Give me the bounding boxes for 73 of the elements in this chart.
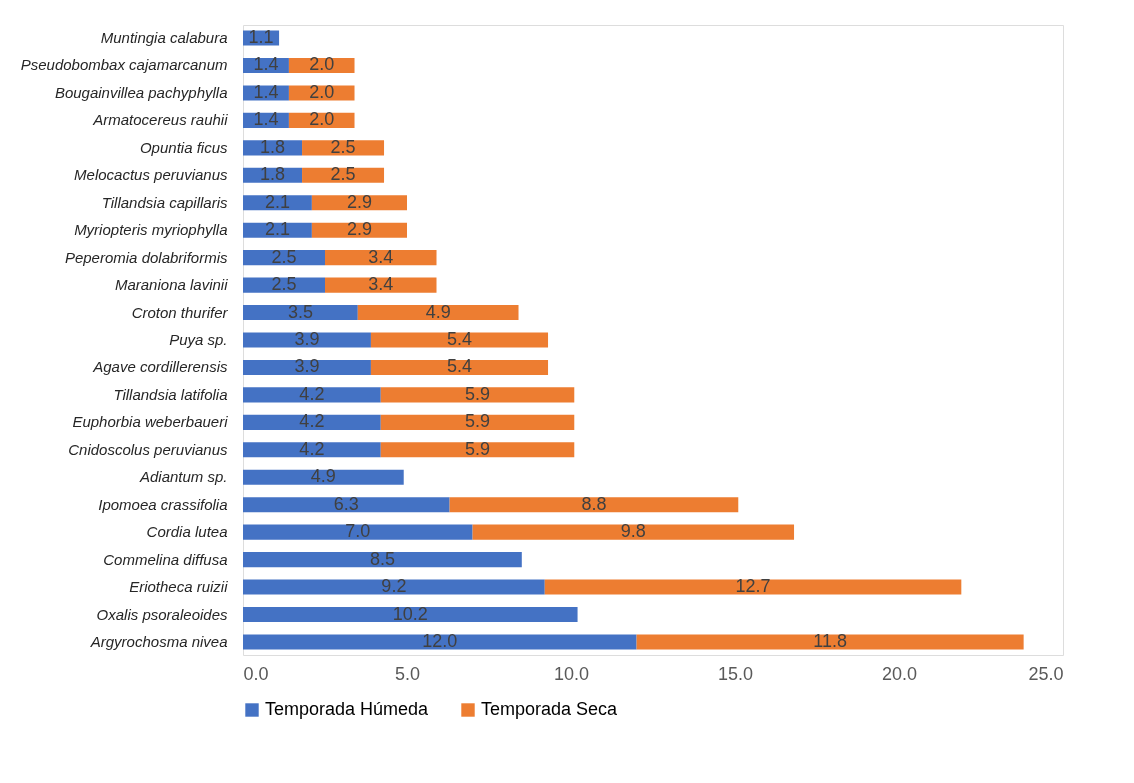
data-label: 4.9 bbox=[425, 301, 451, 322]
x-tick-label: 20.0 bbox=[881, 663, 918, 684]
y-tick-label: Agave cordillerensis bbox=[92, 358, 228, 376]
data-label: 1.1 bbox=[248, 27, 274, 48]
y-tick-label: Myriopteris myriophylla bbox=[74, 221, 228, 239]
x-tick-label: 5.0 bbox=[394, 663, 421, 684]
data-label: 2.5 bbox=[271, 274, 297, 295]
data-label: 1.4 bbox=[253, 81, 279, 102]
y-tick-label: Ipomoea crassifolia bbox=[98, 495, 228, 513]
data-label: 3.4 bbox=[368, 274, 394, 295]
y-tick-label: Armatocereus rauhii bbox=[92, 111, 229, 129]
data-label: 8.5 bbox=[369, 548, 395, 569]
data-label: 2.5 bbox=[330, 136, 356, 157]
legend-label: Temporada Seca bbox=[481, 699, 619, 719]
data-label: 10.2 bbox=[392, 603, 428, 624]
data-label: 1.8 bbox=[260, 136, 286, 157]
data-label: 5.9 bbox=[465, 438, 491, 459]
data-label: 8.8 bbox=[581, 493, 607, 514]
data-label: 4.2 bbox=[299, 411, 325, 432]
data-label: 3.4 bbox=[368, 246, 394, 267]
y-tick-label: Cnidoscolus peruvianus bbox=[68, 440, 228, 458]
y-tick-label: Euphorbia weberbaueri bbox=[72, 413, 229, 431]
y-tick-label: Opuntia ficus bbox=[139, 138, 228, 156]
legend-label: Temporada Húmeda bbox=[265, 699, 430, 719]
y-tick-label: Croton thurifer bbox=[131, 303, 229, 321]
x-tick-label: 15.0 bbox=[717, 663, 754, 684]
y-tick-label: Tillandsia capillaris bbox=[101, 193, 228, 211]
data-label: 5.9 bbox=[465, 411, 491, 432]
data-label: 1.4 bbox=[253, 109, 279, 130]
data-label: 4.2 bbox=[299, 383, 325, 404]
y-tick-label: Adiantum sp. bbox=[138, 468, 228, 486]
data-label: 2.0 bbox=[309, 109, 335, 130]
y-tick-label: Oxalis psoraleoides bbox=[96, 605, 228, 623]
y-tick-label: Muntingia calabura bbox=[100, 29, 228, 47]
data-label: 2.1 bbox=[264, 191, 290, 212]
data-label: 5.9 bbox=[465, 383, 491, 404]
data-label: 4.9 bbox=[310, 466, 336, 487]
data-label: 9.2 bbox=[381, 576, 407, 597]
x-tick-label: 25.0 bbox=[1028, 663, 1064, 684]
y-tick-label: Tillandsia latifolia bbox=[113, 385, 228, 403]
data-label: 5.4 bbox=[446, 329, 472, 349]
y-tick-label: Pseudobombax cajamarcanum bbox=[20, 56, 228, 74]
y-tick-label: Puya sp. bbox=[169, 331, 228, 348]
data-label: 3.5 bbox=[287, 301, 313, 322]
y-tick-label: Bougainvillea pachyphylla bbox=[54, 83, 228, 101]
data-label: 6.3 bbox=[333, 493, 359, 514]
data-label: 5.4 bbox=[446, 356, 472, 377]
data-label: 4.2 bbox=[299, 438, 325, 459]
data-label: 2.0 bbox=[309, 54, 335, 75]
y-tick-label: Commelina diffusa bbox=[103, 550, 228, 568]
data-label: 2.9 bbox=[346, 219, 372, 240]
data-label: 12.7 bbox=[735, 576, 771, 597]
data-label: 2.9 bbox=[346, 191, 372, 212]
y-tick-label: Melocactus peruvianus bbox=[74, 166, 228, 184]
y-tick-label: Maraniona lavinii bbox=[114, 276, 229, 294]
x-tick-label: 0.0 bbox=[243, 663, 269, 684]
data-label: 11.8 bbox=[813, 630, 847, 651]
x-tick-label: 10.0 bbox=[553, 663, 590, 684]
data-label: 1.8 bbox=[260, 164, 286, 185]
data-label: 2.5 bbox=[271, 246, 297, 267]
data-label: 7.0 bbox=[345, 521, 371, 542]
data-label: 2.1 bbox=[264, 219, 290, 240]
data-label: 1.4 bbox=[253, 54, 279, 75]
y-tick-label: Peperomia dolabriformis bbox=[64, 248, 228, 266]
y-tick-label: Cordia lutea bbox=[146, 523, 228, 541]
y-tick-label: Eriotheca ruizii bbox=[129, 578, 229, 596]
data-label: 2.5 bbox=[330, 164, 356, 185]
data-label: 3.9 bbox=[294, 329, 320, 349]
y-tick-label: Argyrochosma nivea bbox=[89, 632, 228, 650]
data-label: 12.0 bbox=[422, 630, 458, 651]
data-label: 9.8 bbox=[620, 521, 646, 542]
data-label: 3.9 bbox=[294, 356, 320, 377]
data-label: 2.0 bbox=[309, 81, 335, 102]
